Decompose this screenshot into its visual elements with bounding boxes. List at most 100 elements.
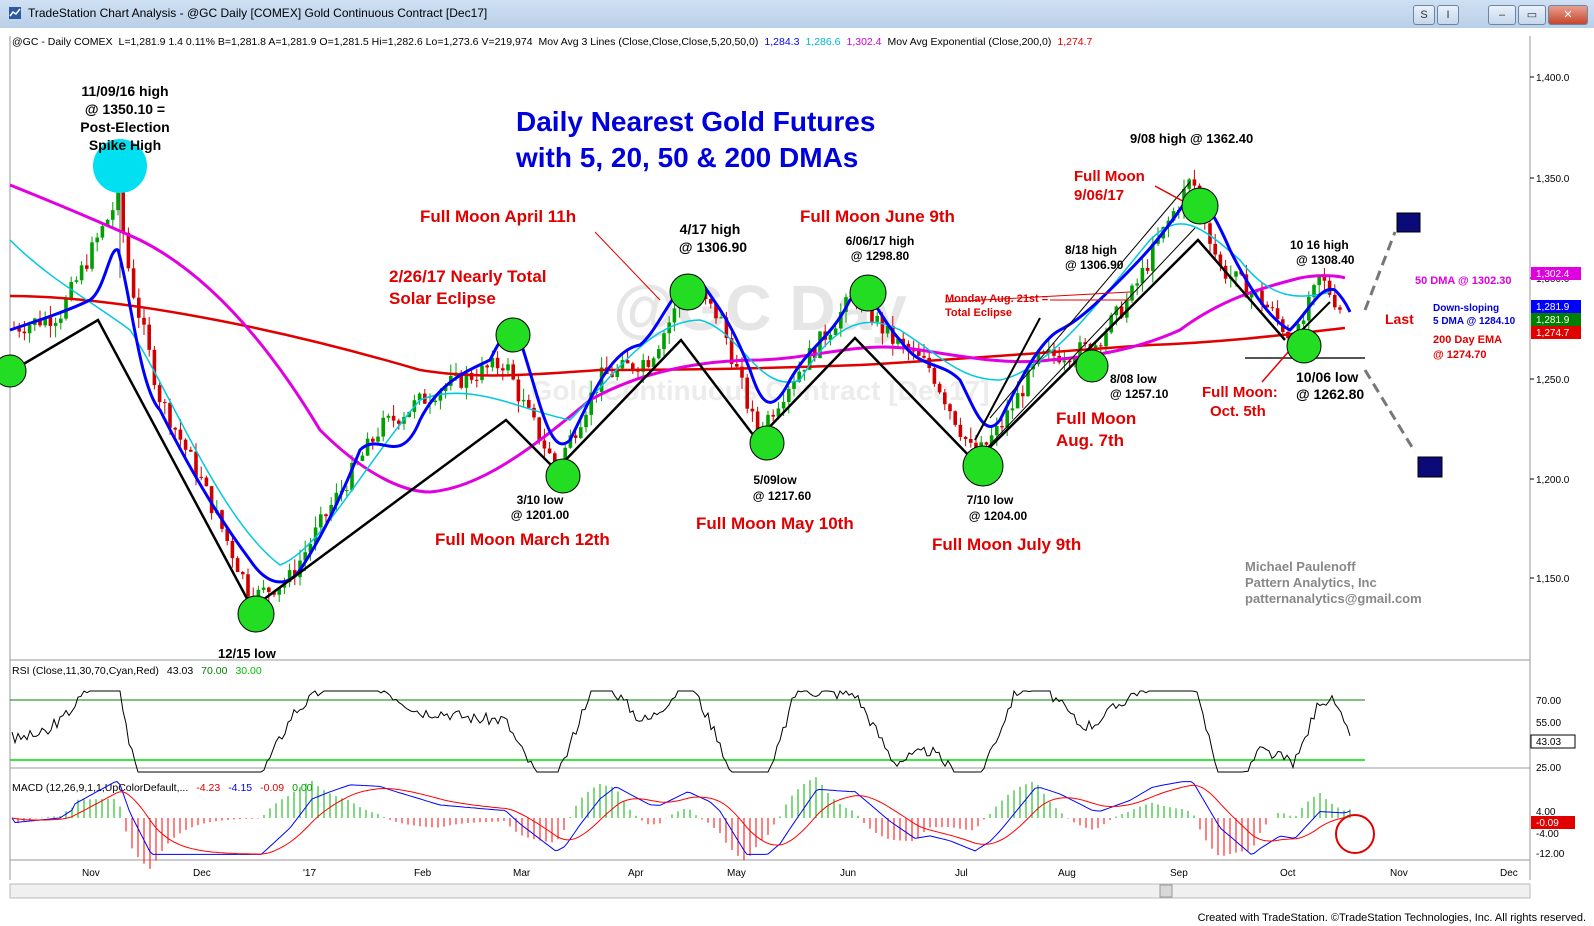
price-tick-1250: 1,250.0 — [1536, 375, 1570, 386]
circle-left-edge — [0, 354, 27, 388]
candle-body — [1208, 223, 1212, 244]
candle-body — [64, 298, 68, 319]
macd-v1: -4.23 — [196, 782, 220, 794]
note-oct-high-1: 10 16 high — [1290, 238, 1349, 252]
candle-body — [724, 317, 729, 339]
candle-body — [1218, 254, 1223, 266]
candle-body — [771, 414, 775, 417]
note-nov-high-4: Spike High — [89, 137, 161, 153]
header-ma-label: Mov Avg 3 Lines (Close,Close,Close,5,20,… — [539, 36, 759, 48]
header-quote: L=1,281.9 1.4 0.11% B=1,281.8 A=1,281.9 … — [119, 36, 533, 48]
candle-body — [1104, 332, 1108, 347]
candle-body — [709, 299, 713, 304]
svg-text:MACD (12,26,9,1,1,UpColorDefau: MACD (12,26,9,1,1,UpColorDefault,... -4.2… — [12, 782, 313, 794]
candle-body — [105, 219, 110, 227]
time-tick-nov2: Nov — [1390, 868, 1408, 879]
circle-mar-low — [545, 458, 581, 494]
candle-body — [989, 435, 994, 445]
note-dec-low: 12/15 low — [218, 646, 277, 661]
note-sep-high: 9/08 high @ 1362.40 — [1130, 131, 1253, 146]
header-ma-v3: 1,302.4 — [846, 36, 881, 48]
candle-body — [241, 572, 245, 575]
candle-body — [43, 317, 47, 326]
candle-body — [329, 504, 333, 517]
note-fm-oct-1: Full Moon: — [1202, 384, 1278, 401]
close-button[interactable]: ✕ — [1548, 5, 1588, 25]
circle-sep-high — [1181, 187, 1219, 225]
note-may-low-1: 5/09low — [753, 473, 797, 487]
horizontal-scrollbar[interactable] — [9, 883, 1531, 899]
candle-body — [1062, 360, 1067, 363]
candle-body — [313, 527, 318, 544]
candle-body — [334, 492, 339, 505]
rsi-tick-70: 70.00 — [1536, 696, 1561, 707]
candle-body — [880, 315, 885, 334]
candle-body — [189, 449, 193, 452]
note-eclipse-1: 2/26/17 Nearly Total — [389, 267, 547, 286]
macd-tick-4: 4.00 — [1536, 807, 1556, 818]
candle-body — [131, 268, 136, 298]
candle-body — [365, 438, 370, 456]
candle-body — [417, 393, 422, 401]
candle-body — [1275, 308, 1280, 320]
candle-body — [948, 404, 952, 412]
candle-body — [1140, 267, 1145, 284]
candle-body — [511, 364, 515, 380]
note-apr-high-1: 4/17 high — [680, 221, 741, 237]
candle-body — [1265, 304, 1269, 308]
candle-body — [1005, 410, 1009, 428]
tag-last-box — [1531, 313, 1581, 326]
s-button[interactable]: S — [1413, 5, 1435, 25]
candle-body — [953, 411, 957, 425]
candle-body — [781, 402, 786, 409]
note-jun-high-2: @ 1298.80 — [851, 249, 910, 263]
maximize-button[interactable]: ▭ — [1518, 5, 1546, 25]
candle-body — [147, 324, 151, 350]
scrollbar-thumb[interactable] — [1159, 884, 1173, 898]
macd-v4: 0.00 — [292, 782, 313, 794]
time-tick-jun: Jun — [840, 868, 856, 879]
time-tick-oct: Oct — [1280, 868, 1296, 879]
candle-body — [1109, 315, 1113, 333]
candle-body — [911, 350, 916, 352]
candle-body — [958, 424, 963, 437]
candle-body — [750, 408, 755, 412]
candle-body — [1015, 393, 1020, 409]
note-aug-high-2: @ 1306.90 — [1065, 258, 1124, 272]
circle-aug-low — [1075, 349, 1109, 383]
candle-body — [506, 364, 510, 371]
candle-body — [1010, 408, 1015, 411]
candle-body — [787, 388, 791, 403]
candle-body — [875, 315, 879, 322]
circle-dec-low — [237, 595, 275, 633]
candle-body — [324, 514, 328, 517]
svg-text:RSI (Close,11,30,70,Cyan,Red)4: RSI (Close,11,30,70,Cyan,Red) 43.03 70.00 3… — [12, 665, 262, 677]
candle-body — [443, 385, 448, 391]
note-aug-low-2: @ 1257.10 — [1110, 387, 1169, 401]
header-ema-v: 1,274.7 — [1057, 36, 1092, 48]
candle-body — [53, 322, 58, 326]
candle-body — [22, 331, 27, 334]
macd-histogram — [17, 777, 1351, 869]
tag-last: 1,281.9 — [1536, 315, 1570, 326]
candle-body — [1249, 292, 1254, 298]
candle-body — [963, 436, 968, 439]
note-down-sloping-1: Down-sloping — [1433, 303, 1499, 314]
candle-body — [833, 328, 838, 335]
candle-body — [828, 334, 833, 340]
candle-body — [246, 574, 250, 597]
note-200ema-1: 200 Day EMA — [1433, 334, 1502, 346]
candle-body — [776, 408, 781, 417]
rsi-lower: 30.00 — [235, 665, 261, 677]
candle-body — [891, 325, 895, 344]
minimize-button[interactable]: – — [1488, 5, 1516, 25]
candle-body — [896, 338, 900, 344]
i-button[interactable]: I — [1437, 5, 1459, 25]
candle-body — [745, 377, 749, 409]
candle-body — [485, 365, 489, 368]
candle-body — [1021, 393, 1025, 397]
candle-body — [1187, 179, 1191, 189]
rsi-tag: 43.03 — [1536, 737, 1561, 748]
candle-body — [547, 448, 552, 454]
candle-body — [163, 402, 167, 404]
